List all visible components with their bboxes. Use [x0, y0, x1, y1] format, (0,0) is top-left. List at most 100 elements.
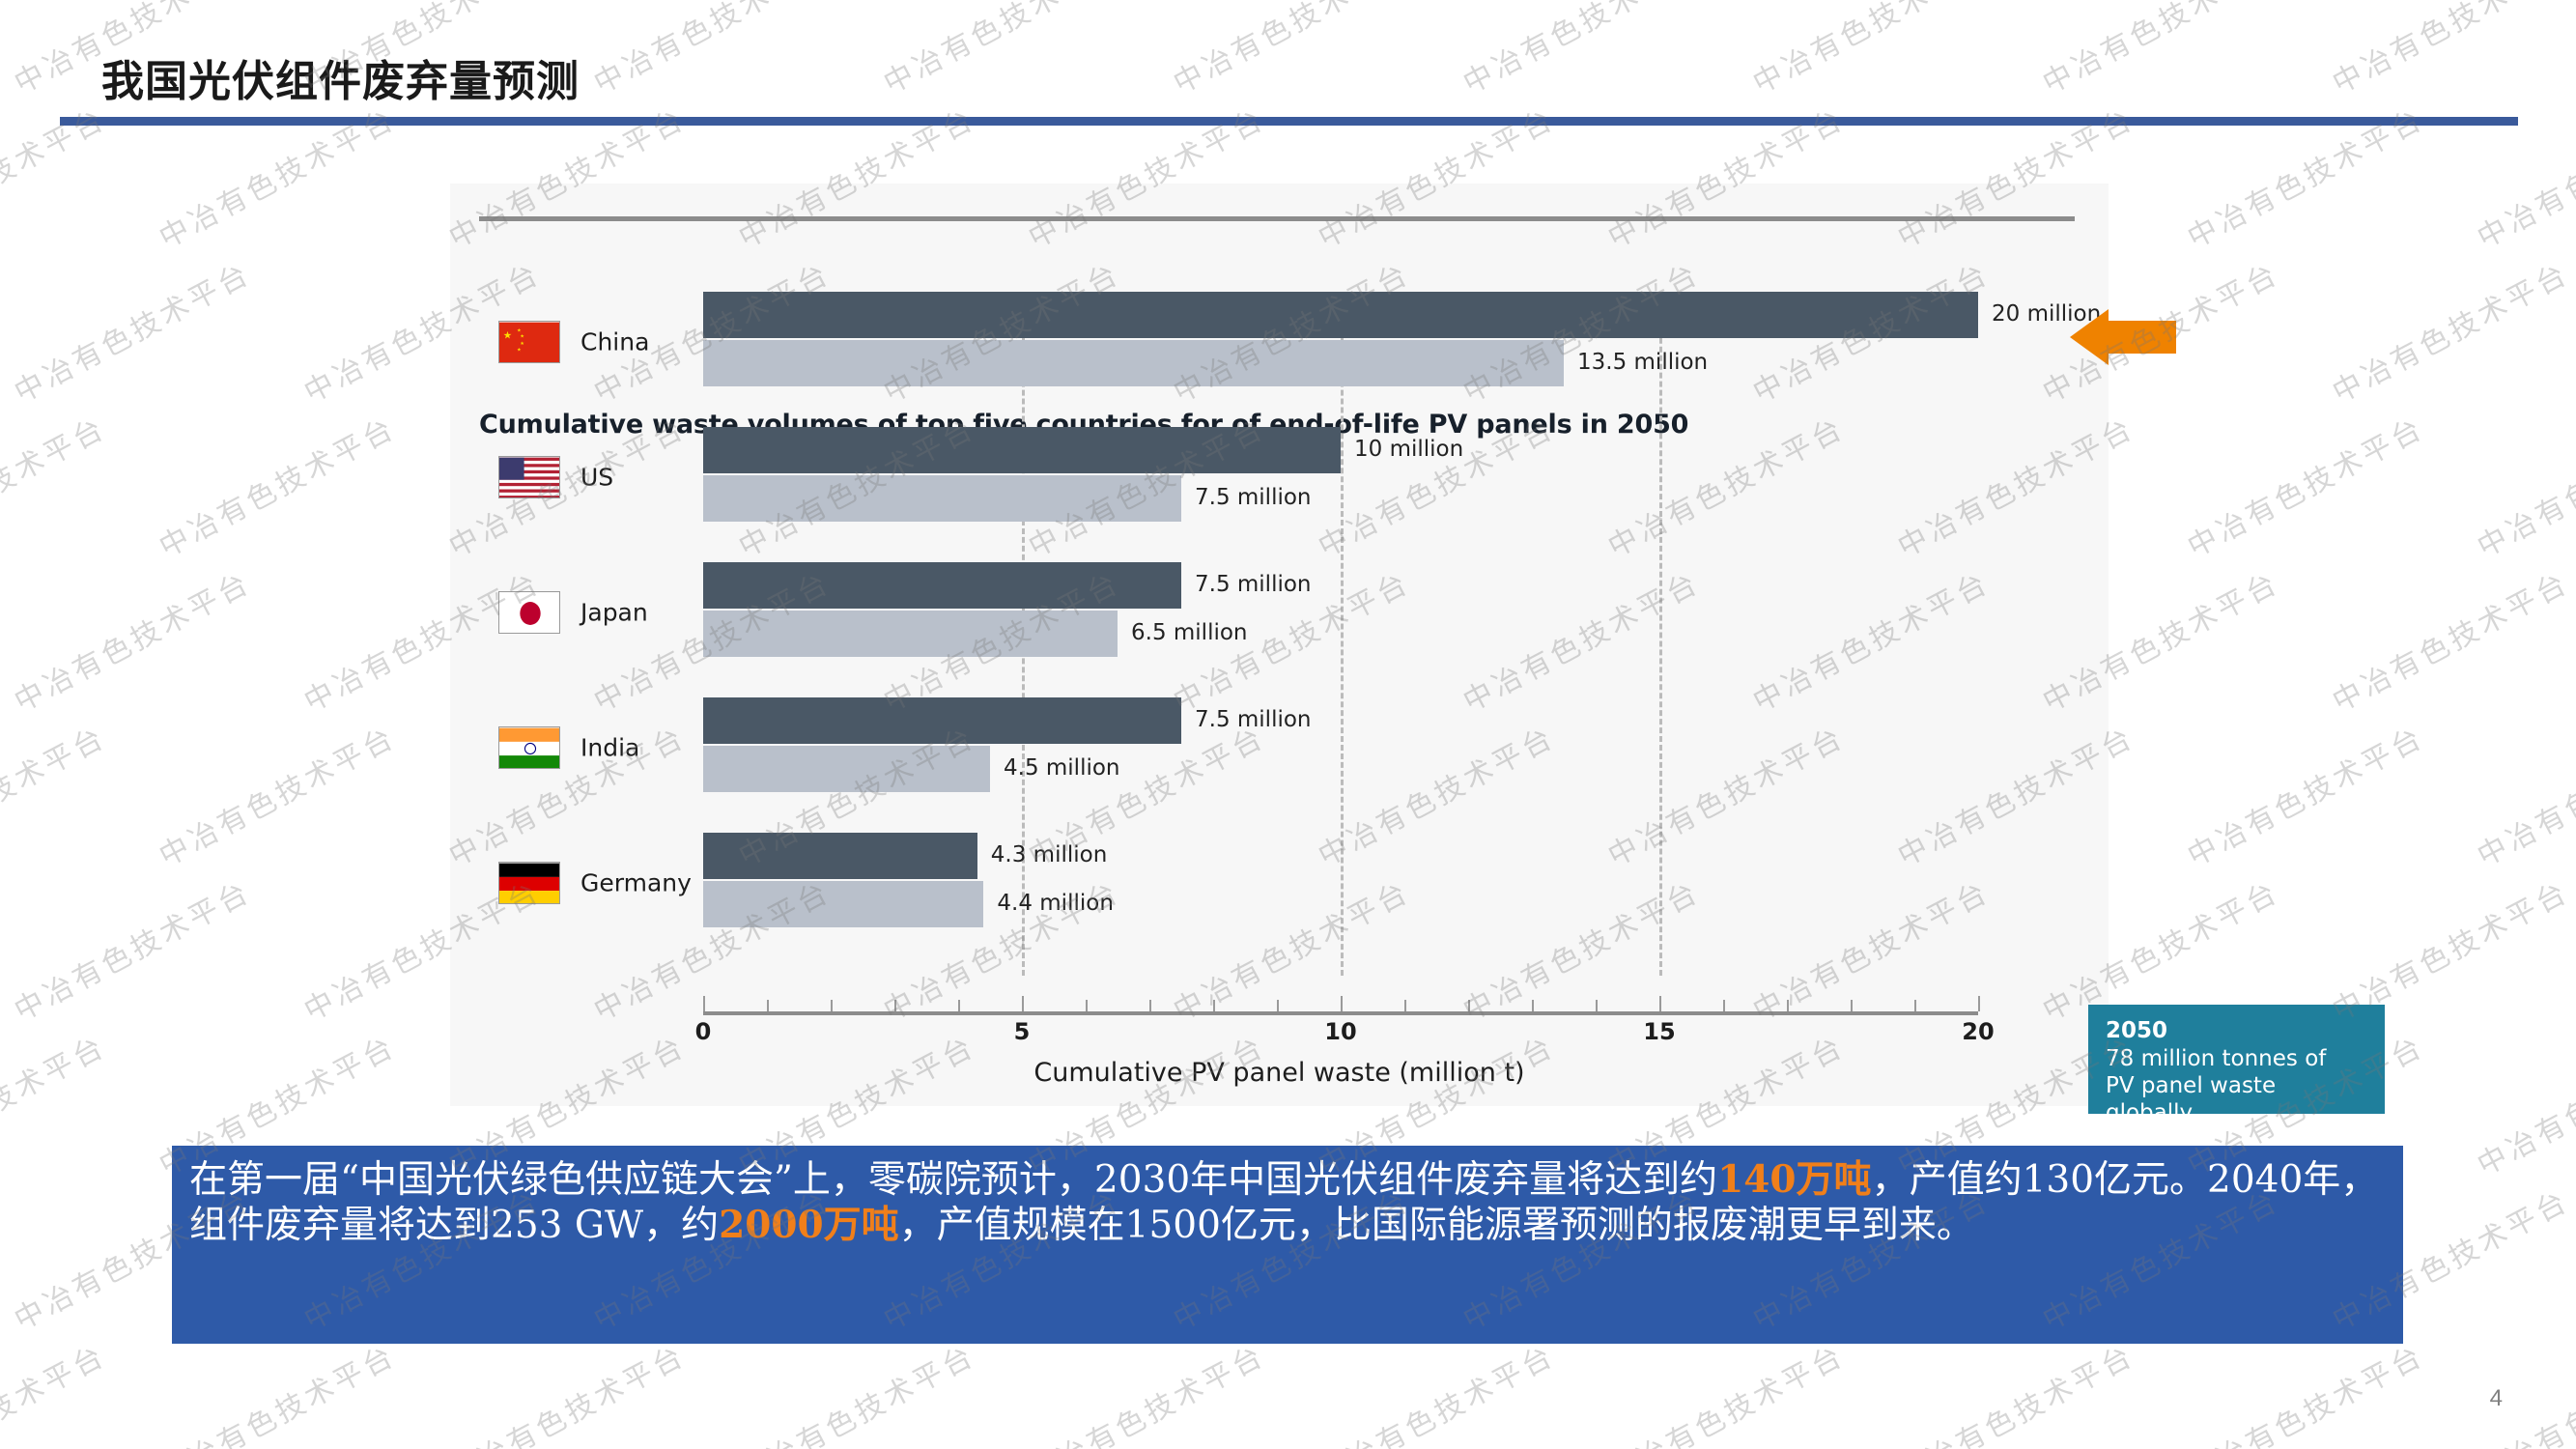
chart-row: Japan 7.5 million 6.5 million: [479, 555, 2075, 669]
watermark-text: 中冶有色技术平台: [0, 411, 112, 565]
x-axis-line: [703, 1011, 1978, 1015]
watermark-text: 中冶有色技术平台: [2472, 1029, 2576, 1183]
jp-flag-icon: [498, 591, 560, 634]
chart-row: Germany 4.3 million 4.4 million: [479, 826, 2075, 940]
chart-gridline: [1341, 295, 1344, 976]
chart-row: US 10 million 7.5 million: [479, 420, 2075, 534]
watermark-text: 中冶有色技术平台: [588, 0, 836, 101]
bar-regular-loss: [703, 611, 1118, 657]
annotation-line1: 78 million tonnes of: [2106, 1045, 2327, 1071]
x-axis-title: Cumulative PV panel waste (million t): [1033, 1058, 1525, 1088]
title-divider: [60, 117, 2518, 126]
watermark-text: 中冶有色技术平台: [2327, 565, 2575, 720]
axis-tick: [1086, 1000, 1088, 1011]
axis-tick: [1659, 996, 1661, 1011]
watermark-text: 中冶有色技术平台: [9, 565, 257, 720]
chart-gridline: [1659, 295, 1662, 976]
axis-tick: [1149, 1000, 1151, 1011]
bar-regular-loss: [703, 475, 1181, 522]
watermark-text: 中冶有色技术平台: [878, 0, 1126, 101]
watermark-text: 中冶有色技术平台: [2327, 0, 2575, 101]
axis-tick: [1978, 996, 1980, 1011]
axis-tick: [767, 1000, 769, 1011]
bar-value-regular-loss: 4.4 million: [997, 891, 1114, 916]
bar-value-regular-loss: 6.5 million: [1131, 620, 1248, 645]
watermark-text: 中冶有色技术平台: [1023, 1338, 1271, 1449]
bar-value-regular-loss: 4.5 million: [1004, 755, 1120, 781]
bar-value-early-loss: 20 million: [1992, 301, 2102, 327]
axis-tick-label: 0: [694, 1018, 712, 1045]
watermark-text: 中冶有色技术平台: [0, 720, 112, 874]
bar-value-early-loss: 7.5 million: [1195, 707, 1312, 732]
bar-early-loss: [703, 562, 1181, 609]
annotation-callout: 2050 78 million tonnes of PV panel waste…: [2088, 1005, 2385, 1125]
watermark-text: 中冶有色技术平台: [1602, 1338, 1851, 1449]
annotation-year: 2050: [2106, 1018, 2168, 1043]
axis-tick: [1596, 1000, 1598, 1011]
country-label: US: [580, 463, 614, 492]
bar-group: 4.3 million 4.4 million: [703, 826, 2075, 940]
caption-box: 在第一届“中国光伏绿色供应链大会”上，零碳院预计，2030年中国光伏组件废弃量将…: [172, 1146, 2403, 1344]
orange-arrow-icon: [2070, 309, 2176, 365]
axis-tick: [894, 1000, 896, 1011]
watermark-text: 中冶有色技术平台: [2182, 411, 2430, 565]
bar-group: 20 million 13.5 million: [703, 285, 2101, 399]
axis-tick: [1787, 1000, 1789, 1011]
axis-tick: [1468, 1000, 1470, 1011]
watermark-text: 中冶有色技术平台: [443, 1338, 692, 1449]
bar-value-regular-loss: 7.5 million: [1195, 485, 1312, 510]
bar-early-loss: [703, 292, 1978, 338]
country-label: Germany: [580, 868, 692, 897]
watermark-text: 中冶有色技术平台: [154, 411, 402, 565]
caption-highlight: 2000万吨: [719, 1203, 899, 1248]
caption-text: 在第一届“中国光伏绿色供应链大会”上，零碳院预计，2030年中国光伏组件废弃量将…: [189, 1157, 2386, 1249]
axis-tick: [1914, 1000, 1916, 1011]
svg-text:★: ★: [517, 348, 522, 354]
axis-tick: [1341, 996, 1343, 1011]
caption-segment: 在第一届“中国光伏绿色供应链大会”上，零碳院预计，2030年中国光伏组件废弃量将…: [189, 1158, 1718, 1202]
watermark-text: 中冶有色技术平台: [154, 1338, 402, 1449]
chart-plot-area: ★ ★ ★ ★ ★ China 20 million 13.5 million US 10 mil…: [479, 275, 2101, 990]
bar-value-early-loss: 7.5 million: [1195, 572, 1312, 597]
chart-row: ★ ★ ★ ★ ★ China 20 million 13.5 million: [479, 285, 2101, 399]
axis-tick-label: 15: [1643, 1018, 1676, 1045]
in-flag-icon: [498, 726, 560, 769]
cn-flag-icon: ★ ★ ★ ★ ★: [498, 321, 560, 363]
svg-text:★: ★: [520, 341, 524, 347]
caption-highlight: 140万吨: [1717, 1157, 1872, 1202]
watermark-text: 中冶有色技术平台: [9, 256, 257, 411]
watermark-text: 中冶有色技术平台: [0, 1338, 112, 1449]
watermark-text: 中冶有色技术平台: [1168, 0, 1416, 101]
bar-early-loss: [703, 833, 977, 879]
bar-regular-loss: [703, 340, 1564, 386]
watermark-text: 中冶有色技术平台: [733, 1338, 981, 1449]
page-number: 4: [2489, 1385, 2503, 1411]
watermark-text: 中冶有色技术平台: [2182, 720, 2430, 874]
axis-tick: [831, 1000, 833, 1011]
chart-row: India 7.5 million 4.5 million: [479, 691, 2075, 805]
axis-tick: [1213, 1000, 1215, 1011]
watermark-text: 中冶有色技术平台: [2472, 411, 2576, 565]
axis-tick: [1723, 1000, 1725, 1011]
caption-segment: ，产值约130亿元。2040年，组件废弃量将达到253 GW，约: [189, 1158, 2379, 1248]
bar-group: 7.5 million 6.5 million: [703, 555, 2075, 669]
chart-figure: Cumulative waste volumes of top five cou…: [450, 184, 2385, 1277]
annotation-line2: PV panel waste globally: [2106, 1072, 2277, 1125]
de-flag-icon: [498, 862, 560, 904]
watermark-text: 中冶有色技术平台: [2182, 1338, 2430, 1449]
axis-tick-label: 10: [1324, 1018, 1357, 1045]
bar-value-early-loss: 4.3 million: [990, 842, 1108, 867]
watermark-text: 中冶有色技术平台: [0, 1029, 112, 1183]
watermark-text: 中冶有色技术平台: [2472, 1338, 2576, 1449]
watermark-text: 中冶有色技术平台: [154, 720, 402, 874]
axis-tick: [1277, 1000, 1279, 1011]
page-title: 我国光伏组件废弃量预测: [101, 57, 580, 106]
watermark-text: 中冶有色技术平台: [1747, 0, 1996, 101]
svg-text:★: ★: [520, 334, 524, 340]
axis-tick: [703, 996, 705, 1011]
country-label: India: [580, 733, 640, 762]
axis-tick: [1022, 996, 1024, 1011]
axis-tick: [1532, 1000, 1534, 1011]
axis-tick: [1404, 1000, 1406, 1011]
caption-segment: ，产值规模在1500亿元，比国际能源署预测的报废潮更早到来。: [898, 1204, 1974, 1248]
